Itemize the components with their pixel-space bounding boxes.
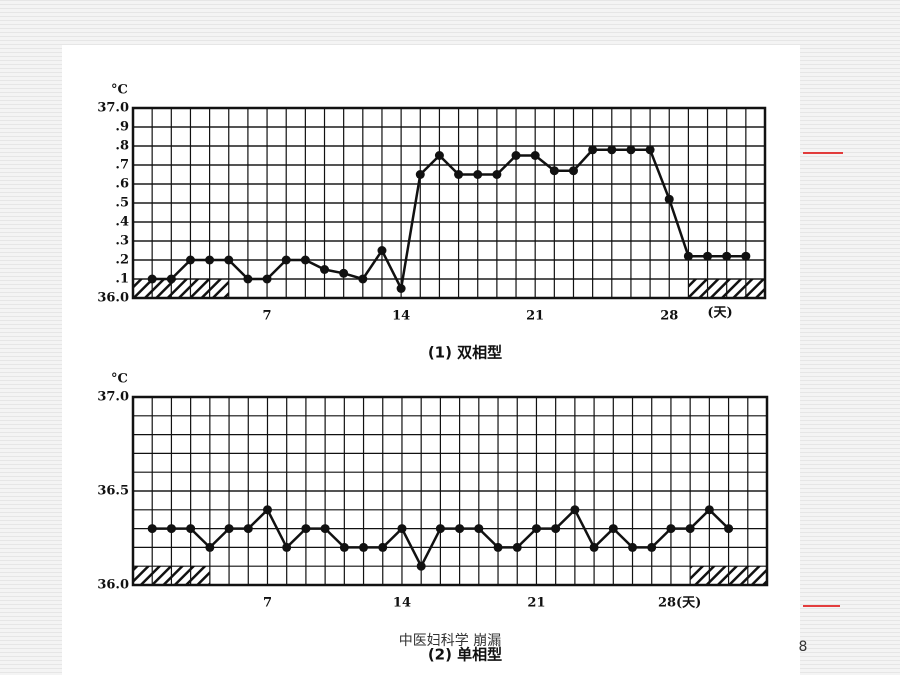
chart-title: (2) 单相型 — [428, 646, 502, 664]
data-point — [512, 542, 522, 552]
data-point — [339, 542, 349, 552]
data-point — [703, 251, 713, 261]
data-point — [147, 524, 157, 534]
data-point — [530, 151, 540, 160]
data-point — [224, 524, 234, 534]
data-point — [281, 255, 291, 265]
y-tick-label: .3 — [115, 234, 129, 249]
data-point — [185, 255, 195, 265]
data-point — [243, 274, 253, 284]
data-point — [626, 145, 636, 155]
data-point — [588, 145, 598, 155]
data-point — [531, 524, 541, 534]
y-tick-label: 37.0 — [97, 101, 129, 116]
data-point — [320, 265, 330, 274]
data-point — [628, 542, 638, 552]
data-point — [166, 274, 176, 284]
data-point — [511, 151, 521, 160]
data-point — [186, 524, 196, 534]
data-point — [396, 284, 406, 293]
y-tick-label: 36.5 — [97, 484, 129, 499]
y-tick-label: .2 — [115, 253, 129, 268]
data-point — [568, 166, 578, 176]
unit-label: °C — [111, 83, 128, 98]
data-point — [434, 151, 444, 160]
page-number: 8 — [799, 639, 808, 655]
data-point — [589, 542, 599, 552]
data-point — [416, 561, 426, 571]
data-point — [647, 542, 657, 552]
data-point — [704, 505, 714, 515]
data-point — [607, 145, 617, 155]
plot-frame — [131, 395, 769, 587]
data-point — [664, 194, 674, 204]
x-tick-label: 14 — [393, 596, 411, 611]
data-point — [147, 274, 157, 284]
data-point — [685, 524, 695, 534]
data-point — [300, 255, 310, 265]
data-point — [666, 524, 676, 534]
data-point — [320, 524, 330, 534]
data-point — [473, 170, 483, 179]
data-point — [549, 166, 559, 176]
data-point — [377, 246, 387, 255]
data-point — [551, 524, 561, 534]
y-tick-label: 36.0 — [97, 291, 129, 306]
y-tick-label: .1 — [115, 272, 129, 287]
x-tick-label: 28(天) — [658, 596, 701, 611]
data-point — [570, 505, 580, 515]
data-point — [415, 170, 425, 179]
data-point — [724, 524, 734, 534]
data-point — [645, 145, 655, 155]
x-tick-label: 7 — [263, 309, 272, 324]
x-tick-label: 21 — [526, 309, 544, 324]
data-point — [359, 542, 369, 552]
data-point — [474, 524, 484, 534]
x-tick-label: 14 — [392, 309, 410, 324]
x-tick-label: 28 — [660, 309, 678, 324]
data-point — [454, 170, 464, 179]
data-point — [397, 524, 407, 534]
data-point — [339, 268, 349, 278]
data-point — [608, 524, 618, 534]
unit-label: °C — [111, 372, 128, 387]
data-point — [282, 542, 292, 552]
data-point — [205, 542, 215, 552]
shaded-range — [133, 279, 229, 298]
data-point — [455, 524, 465, 534]
y-tick-label: .5 — [115, 196, 129, 211]
x-tick-label: 21 — [527, 596, 545, 611]
plot-frame — [131, 106, 767, 300]
annotation: (天) — [707, 306, 732, 321]
x-tick-label: 7 — [263, 596, 272, 611]
chart-title: (1) 双相型 — [428, 344, 502, 362]
y-tick-label: .4 — [115, 215, 129, 230]
data-point — [722, 251, 732, 261]
data-point — [741, 251, 751, 261]
y-tick-label: .9 — [115, 120, 129, 135]
data-point — [492, 170, 502, 179]
data-point — [243, 524, 253, 534]
data-point — [224, 255, 234, 265]
data-point — [301, 524, 311, 534]
y-tick-label: 36.0 — [97, 578, 129, 593]
data-point — [435, 524, 445, 534]
data-point — [683, 251, 693, 261]
data-point — [205, 255, 215, 265]
data-point — [493, 542, 503, 552]
footer-text: 中医妇科学 崩漏 — [399, 632, 501, 649]
data-point — [378, 542, 388, 552]
data-point — [166, 524, 176, 534]
data-point — [262, 505, 272, 515]
y-tick-label: .8 — [115, 139, 129, 154]
y-tick-label: .6 — [115, 177, 129, 192]
data-point — [358, 274, 368, 284]
data-point — [262, 274, 272, 284]
y-tick-label: .7 — [115, 158, 129, 173]
y-tick-label: 37.0 — [97, 390, 129, 405]
